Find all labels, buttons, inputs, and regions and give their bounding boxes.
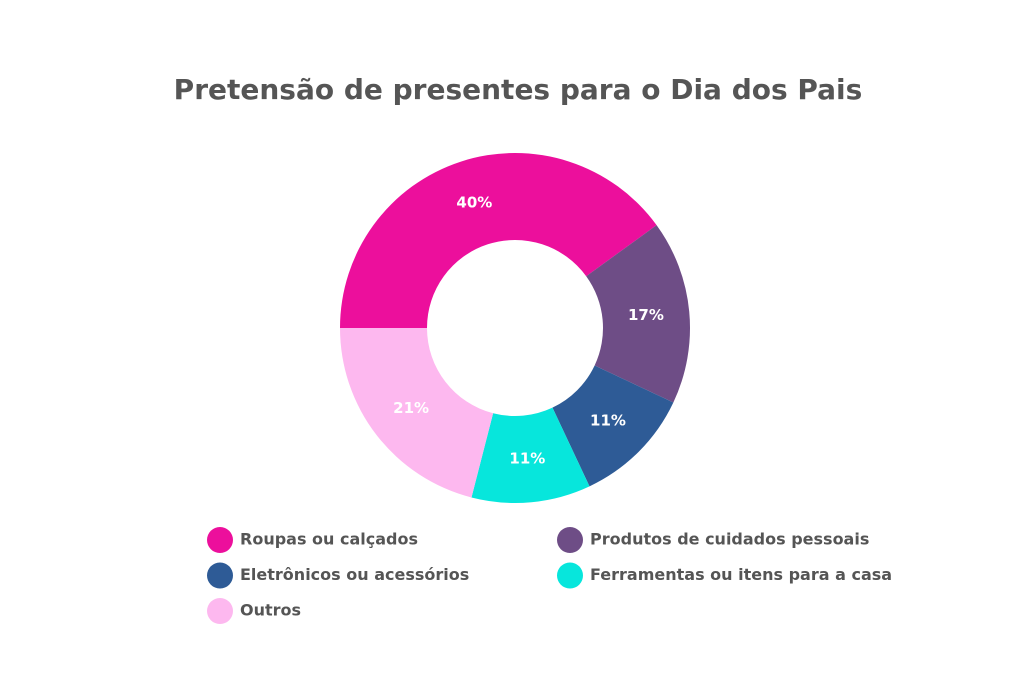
data-label: 11% (509, 449, 545, 467)
data-label: 40% (456, 193, 492, 211)
data-label: 21% (393, 399, 429, 417)
slice (340, 153, 657, 328)
legend-swatch (557, 527, 583, 553)
slice (586, 225, 690, 403)
slice (471, 407, 590, 503)
legend-swatch (207, 527, 233, 553)
legend-label: Roupas ou calçados (240, 530, 418, 549)
chart-title: Pretensão de presentes para o Dia dos Pa… (174, 73, 863, 106)
data-label: 17% (628, 306, 664, 324)
legend-swatch (557, 562, 583, 589)
legend-swatch (207, 562, 233, 589)
legend-label: Ferramentas ou itens para a casa (590, 565, 892, 584)
legend-label: Produtos de cuidados pessoais (590, 530, 869, 549)
legend-label: Outros (240, 601, 301, 620)
legend-swatch (207, 598, 233, 624)
slice (552, 365, 674, 487)
slice (340, 328, 494, 498)
data-label: 11% (590, 411, 626, 429)
legend-label: Eletrônicos ou acessórios (240, 565, 469, 584)
